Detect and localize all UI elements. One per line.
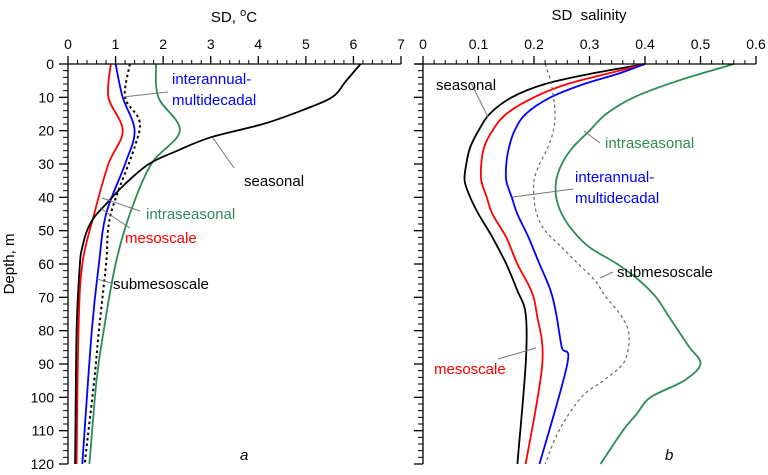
series-line-interannual-multidecadal <box>504 63 646 465</box>
annotation-label-interannual-multidecadal: interannual- <box>575 169 654 186</box>
x-tick-label: 0.4 <box>635 36 655 52</box>
y-tick-label: 60 <box>38 256 54 272</box>
y-tick-label: 80 <box>38 323 54 339</box>
y-tick-label: 0 <box>46 56 54 72</box>
panel-a-temperature: SD, oC Depth, m 0 1 2 3 4 5 6 7 0 10 20 30 40 50 60 70… <box>1 7 405 472</box>
annotation-leader-line <box>212 137 235 169</box>
panel-b-salinity: SD salinity 0 0.1 0.2 0.3 0.4 0.5 0.6 seasonal… <box>414 7 766 465</box>
annotation-label-submesoscale: submesoscale <box>617 264 713 281</box>
annotation-leader-line <box>583 130 601 144</box>
y-tick-label: 10 <box>38 89 54 105</box>
annotation-leader-line <box>497 347 537 360</box>
annotation-label-seasonal: seasonal <box>436 77 496 94</box>
series-line-submesoscale <box>83 63 141 465</box>
panel-b-x-ticks: 0 0.1 0.2 0.3 0.4 0.5 0.6 <box>419 36 766 64</box>
panel-a-title-sup: o <box>240 7 246 19</box>
annotation-leader-line <box>512 188 574 198</box>
x-tick-label: 0.3 <box>580 36 600 52</box>
x-tick-label: 0 <box>64 36 72 52</box>
series-line-seasonal <box>463 63 646 465</box>
x-tick-label: 2 <box>159 36 167 52</box>
panel-a-title-unit: C <box>246 9 257 26</box>
y-tick-label: 30 <box>38 156 54 172</box>
y-axis-title: Depth, m <box>1 234 18 295</box>
x-tick-label: 3 <box>207 36 215 52</box>
y-tick-label: 50 <box>38 223 54 239</box>
x-tick-label: 0.1 <box>469 36 489 52</box>
annotation-leader-line <box>101 197 141 212</box>
y-tick-label: 110 <box>32 423 55 439</box>
annotation-label-mesoscale: mesoscale <box>434 361 506 378</box>
panel-a-annotations: interannual-multidecadal seasonal intrasea… <box>96 71 304 293</box>
annotation-label-seasonal: seasonal <box>244 173 304 190</box>
panel-b-annotations: seasonal intraseasonal interannual-multide… <box>434 77 713 378</box>
annotation-leader-line <box>122 91 169 98</box>
annotation-leader-line <box>599 271 614 279</box>
series-line-mesoscale <box>75 63 124 465</box>
x-tick-label: 4 <box>254 36 262 52</box>
annotation-label-interannual-multidecadal: interannual- <box>172 71 251 88</box>
panel-a-x-ticks: 0 1 2 3 4 5 6 7 <box>64 36 405 64</box>
x-tick-label: 7 <box>397 36 405 52</box>
annotation-leader-line <box>96 278 112 284</box>
x-tick-label: 1 <box>112 36 120 52</box>
annotation-label-mesoscale: mesoscale <box>125 230 197 247</box>
panel-b-y-ticks <box>414 63 423 465</box>
y-tick-label: 20 <box>38 123 54 139</box>
y-tick-label: 70 <box>38 289 54 305</box>
x-tick-label: 0.2 <box>524 36 544 52</box>
panel-a-y-ticks: 0 10 20 30 40 50 60 70 80 90 100 110 120 <box>31 56 68 472</box>
series-line-intraseasonal <box>554 63 735 465</box>
series-line-intraseasonal <box>88 63 181 465</box>
annotation-label-intraseasonal: intraseasonal <box>146 206 235 223</box>
annotation-label-submesoscale: submesoscale <box>113 276 209 293</box>
panel-a-title-base: SD, <box>211 9 240 26</box>
series-line-seasonal <box>74 63 362 465</box>
annotation-leader-line <box>470 82 489 118</box>
panel-a-label: a <box>240 447 248 464</box>
annotation-leader-line <box>99 207 131 229</box>
x-tick-label: 6 <box>350 36 358 52</box>
y-tick-label: 90 <box>38 356 54 372</box>
x-tick-label: 5 <box>302 36 310 52</box>
y-tick-label: 120 <box>31 456 55 472</box>
series-line-submesoscale <box>532 63 630 465</box>
annotation-label-intraseasonal: intraseasonal <box>605 135 694 152</box>
x-tick-label: 0 <box>419 36 427 52</box>
panel-b-x-axis-title: SD salinity <box>551 7 627 24</box>
panel-a-x-axis-title: SD, oC <box>211 7 257 26</box>
series-line-mesoscale <box>479 63 646 465</box>
panel-b-series <box>463 63 735 465</box>
series-line-interannual-multidecadal <box>81 63 136 465</box>
x-tick-label: 0.5 <box>691 36 711 52</box>
x-tick-label: 0.6 <box>746 36 766 52</box>
annotation-label-interannual-multidecadal: multidecadal <box>575 190 659 207</box>
panel-b-label: b <box>665 447 673 464</box>
annotation-label-interannual-multidecadal: multidecadal <box>172 92 256 109</box>
y-tick-label: 40 <box>38 189 54 205</box>
y-tick-label: 100 <box>31 389 55 405</box>
panel-a-series <box>74 63 362 465</box>
